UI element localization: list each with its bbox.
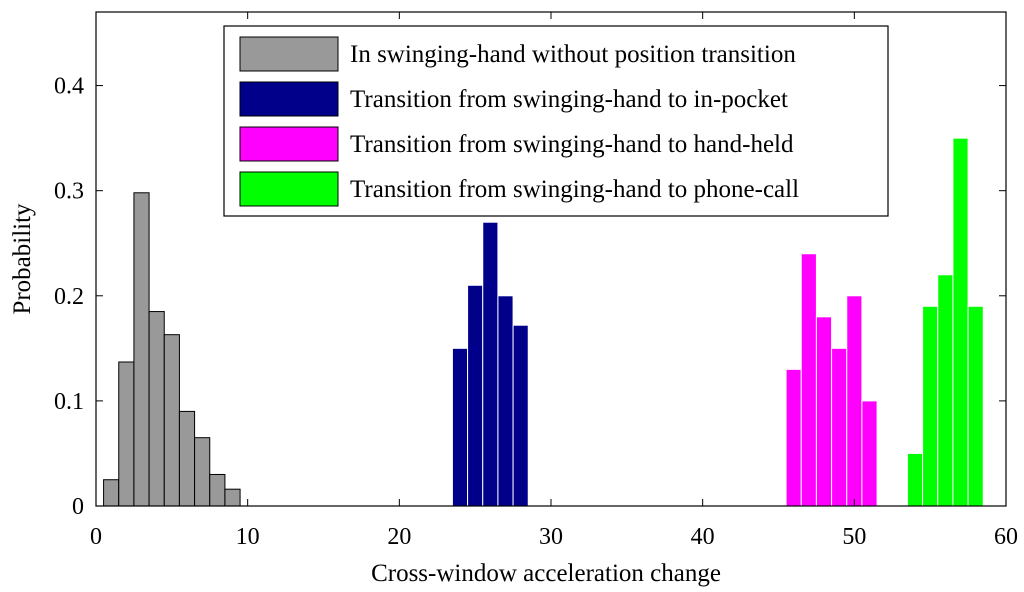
x-tick-label-1: 10 xyxy=(236,524,260,550)
bars-layer xyxy=(103,137,984,507)
bar-s3-3 xyxy=(952,137,969,507)
y-tick-label-2: 0.2 xyxy=(54,284,84,310)
bar-s3-0 xyxy=(906,452,924,507)
bar-s3-4 xyxy=(967,305,984,507)
bar-s2-5 xyxy=(861,400,878,507)
x-tick-label-0: 0 xyxy=(90,524,102,550)
x-tick-label-5: 50 xyxy=(842,524,866,550)
bar-s1-3 xyxy=(497,295,514,507)
bar-s0-6 xyxy=(194,437,211,507)
bar-s2-1 xyxy=(800,253,817,507)
bar-s0-2 xyxy=(133,192,150,507)
legend-swatch-2 xyxy=(239,126,339,162)
y-tick-label-3: 0.3 xyxy=(54,179,84,205)
legend-swatch-0 xyxy=(239,36,339,72)
bar-s0-8 xyxy=(224,488,241,507)
x-axis-label: Cross-window acceleration change xyxy=(371,560,721,587)
bar-s3-2 xyxy=(937,274,954,507)
x-tick-label-4: 40 xyxy=(691,524,715,550)
legend-label-0: In swinging-hand without position transi… xyxy=(350,41,796,68)
y-tick-label-0: 0 xyxy=(72,494,84,520)
bar-s1-2 xyxy=(482,221,499,507)
bar-s2-3 xyxy=(831,347,848,507)
bar-s1-0 xyxy=(451,347,469,507)
bar-s0-4 xyxy=(163,334,180,507)
legend: In swinging-hand without position transi… xyxy=(223,25,889,217)
bar-s1-1 xyxy=(467,284,484,507)
ticks-layer: 0 10 20 30 40 50 60 0 0.1 0.2 0.3 0.4 xyxy=(54,12,1018,550)
legend-label-2: Transition from swinging-hand to hand-he… xyxy=(350,131,794,158)
bar-s0-5 xyxy=(178,410,196,507)
bar-s3-1 xyxy=(922,305,939,507)
legend-swatch-1 xyxy=(239,81,339,117)
legend-label-3: Transition from swinging-hand to phone-c… xyxy=(350,176,799,203)
y-tick-label-4: 0.4 xyxy=(54,74,84,100)
bar-s2-2 xyxy=(815,316,833,507)
y-axis-label: Probability xyxy=(9,203,36,315)
bar-s0-0 xyxy=(103,479,120,507)
bar-s0-1 xyxy=(118,361,135,507)
x-tick-label-3: 30 xyxy=(539,524,563,550)
x-tick-label-6: 60 xyxy=(994,524,1018,550)
y-tick-label-1: 0.1 xyxy=(54,389,84,415)
x-tick-label-2: 20 xyxy=(387,524,411,550)
bar-s2-0 xyxy=(785,368,802,507)
bar-s2-4 xyxy=(846,295,863,507)
bar-s1-4 xyxy=(512,324,529,507)
bar-s0-7 xyxy=(209,473,226,507)
bar-s0-3 xyxy=(148,311,165,507)
legend-swatch-3 xyxy=(239,171,339,207)
legend-label-1: Transition from swinging-hand to in-pock… xyxy=(350,86,788,113)
